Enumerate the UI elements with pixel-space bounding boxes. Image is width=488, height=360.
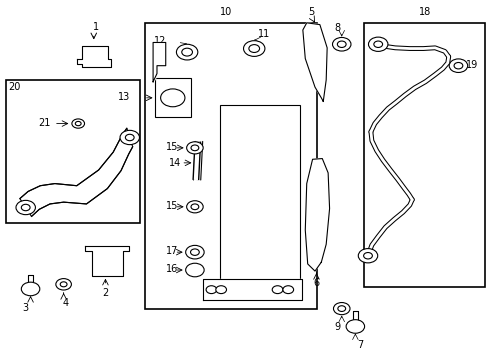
Text: 7: 7 [356, 340, 363, 350]
Text: 11: 11 [258, 28, 270, 39]
Circle shape [358, 249, 377, 263]
Circle shape [215, 286, 226, 294]
Circle shape [160, 89, 184, 107]
Circle shape [283, 286, 293, 294]
Circle shape [205, 286, 216, 294]
Text: 3: 3 [22, 302, 29, 312]
Bar [6, 80, 140, 223]
Circle shape [185, 263, 203, 277]
Circle shape [333, 302, 349, 315]
Text: 6: 6 [313, 278, 319, 288]
Text: 15: 15 [165, 142, 178, 152]
Text: 2: 2 [102, 288, 108, 298]
Circle shape [337, 306, 345, 311]
Polygon shape [85, 246, 128, 276]
Circle shape [248, 45, 259, 53]
Polygon shape [305, 158, 329, 271]
Circle shape [16, 201, 35, 215]
Circle shape [182, 48, 192, 56]
Text: 21: 21 [38, 118, 50, 128]
Circle shape [448, 59, 467, 72]
Text: 15: 15 [165, 201, 178, 211]
Text: 19: 19 [465, 60, 477, 70]
Text: 1: 1 [93, 22, 99, 32]
Circle shape [453, 63, 462, 69]
Circle shape [56, 279, 71, 290]
Circle shape [60, 282, 67, 287]
Polygon shape [302, 23, 326, 102]
Circle shape [243, 41, 264, 57]
Bar [144, 23, 317, 309]
Circle shape [21, 204, 30, 211]
Circle shape [337, 41, 346, 48]
Text: 8: 8 [334, 23, 340, 33]
Circle shape [373, 41, 382, 48]
Circle shape [191, 145, 199, 151]
Text: 18: 18 [418, 8, 430, 18]
Polygon shape [153, 42, 165, 82]
Text: 12: 12 [154, 36, 166, 46]
Text: 9: 9 [334, 322, 340, 332]
Circle shape [21, 282, 40, 296]
Text: 14: 14 [169, 158, 181, 168]
Circle shape [186, 142, 203, 154]
Text: 10: 10 [220, 8, 232, 18]
Circle shape [191, 204, 199, 210]
Circle shape [346, 320, 364, 333]
Circle shape [185, 246, 203, 259]
Bar [154, 78, 191, 117]
Circle shape [125, 134, 134, 141]
Text: 17: 17 [165, 247, 178, 256]
Text: 13: 13 [118, 92, 130, 102]
Bar [363, 23, 484, 287]
Circle shape [186, 201, 203, 213]
Text: 4: 4 [63, 298, 69, 308]
Circle shape [75, 121, 81, 126]
Polygon shape [77, 46, 111, 67]
Bar [220, 105, 300, 280]
Circle shape [272, 286, 283, 294]
Circle shape [72, 119, 84, 128]
Polygon shape [203, 279, 301, 300]
Circle shape [190, 249, 199, 255]
Circle shape [368, 37, 387, 51]
Circle shape [332, 37, 350, 51]
Circle shape [363, 252, 372, 259]
Text: 20: 20 [9, 82, 21, 92]
Circle shape [120, 130, 139, 145]
Polygon shape [20, 128, 132, 216]
Circle shape [176, 44, 198, 60]
Text: 5: 5 [307, 8, 314, 18]
Text: 16: 16 [165, 264, 178, 274]
